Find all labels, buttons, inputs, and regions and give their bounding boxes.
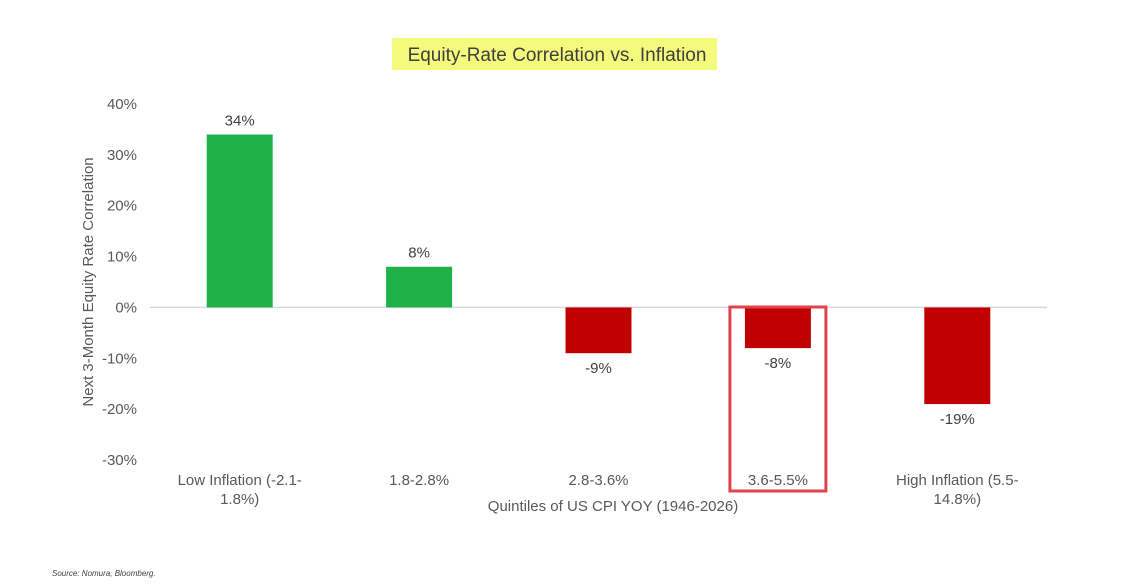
category-label: 3.6-5.5% [748,472,808,489]
bar [744,307,811,349]
bar [386,266,453,308]
highlight-box [728,305,828,493]
y-tick-label: -20% [102,401,137,418]
bars [206,134,991,405]
data-label: -19% [940,411,975,428]
category-label: 2.8-3.6% [568,472,628,489]
bar [924,307,991,405]
data-label: 8% [408,245,430,262]
y-tick-label: 20% [107,198,137,215]
y-axis-ticks: 40% 30% 20% 10% 0% -10% -20% -30% [102,96,137,469]
data-label: -9% [585,360,612,377]
chart-title: Equity-Rate Correlation vs. Inflation [408,45,707,66]
y-tick-label: 40% [107,96,137,113]
x-axis-title: Quintiles of US CPI YOY (1946-2026) [488,498,738,515]
category-label: Low Inflation (-2.1-1.8%) [178,472,302,508]
y-tick-label: -30% [102,452,137,469]
y-tick-label: 30% [107,147,137,164]
y-tick-label: 0% [115,299,137,316]
category-label: 1.8-2.8% [389,472,449,489]
y-axis-title: Next 3-Month Equity Rate Correlation [80,157,97,406]
category-label: High Inflation (5.5-14.8%) [896,472,1019,508]
data-labels: 34% 8% -9% -8% -19% [225,113,975,429]
bar [206,134,273,308]
bar [565,307,632,354]
y-tick-label: -10% [102,350,137,367]
source-note: Source: Nomura, Bloomberg. [52,569,156,578]
x-axis-category-labels: Low Inflation (-2.1-1.8%) 1.8-2.8% 2.8-3.6… [178,472,1019,508]
y-tick-label: 10% [107,249,137,266]
data-label: 34% [225,113,255,130]
data-label: -8% [765,355,792,372]
chart-title-highlight [392,38,717,70]
